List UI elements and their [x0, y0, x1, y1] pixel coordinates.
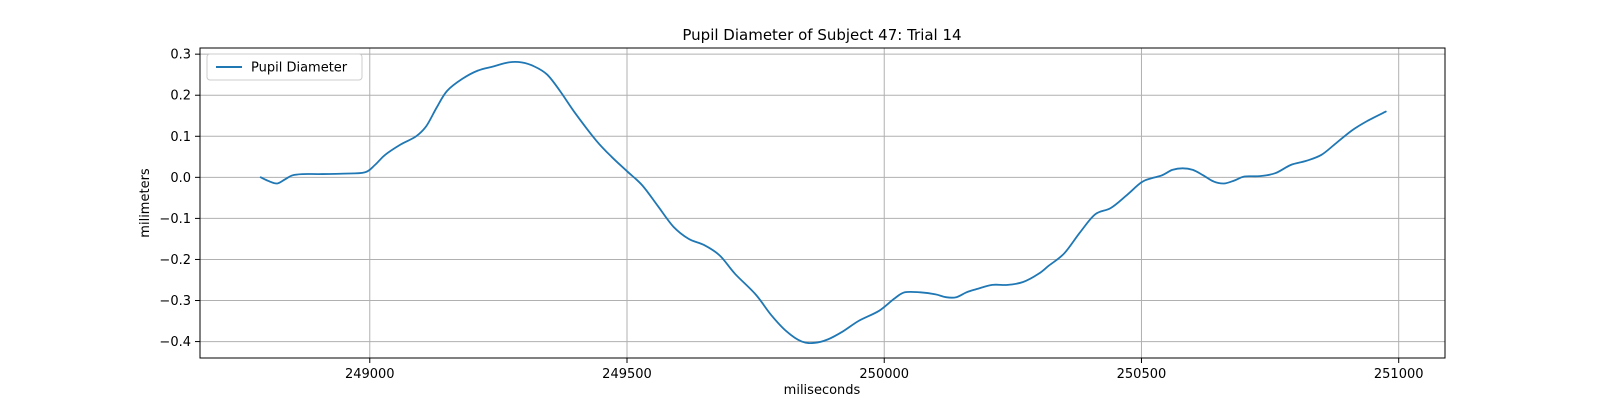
y-tick-label: 0.1	[170, 130, 191, 145]
x-tick-label: 250500	[1117, 367, 1167, 382]
chart-title: Pupil Diameter of Subject 47: Trial 14	[682, 26, 961, 44]
x-tick-label: 251000	[1374, 367, 1424, 382]
y-tick-label: 0.3	[170, 48, 191, 63]
x-tick-label: 249000	[345, 367, 395, 382]
legend-entry-pupil-diameter: Pupil Diameter	[251, 61, 348, 76]
axis-ticks: 249000 249500 250000 250500 251000 0.3 0.2 0.1 0…	[159, 48, 1423, 382]
legend-box	[206, 53, 363, 81]
plot-frame	[199, 47, 1446, 359]
series-line-pupil-diameter	[259, 60, 1387, 344]
y-tick-label: −0.3	[159, 294, 191, 309]
x-tick-label: 249500	[602, 367, 652, 382]
x-axis-label: miliseconds	[784, 383, 861, 398]
y-tick-label: 0.2	[170, 89, 191, 104]
y-tick-label: −0.4	[159, 335, 191, 350]
y-tick-label: −0.1	[159, 212, 191, 227]
y-tick-label: −0.2	[159, 253, 191, 268]
grid-lines	[200, 48, 1445, 358]
y-tick-label: 0.0	[170, 171, 191, 186]
x-tick-label: 250000	[859, 367, 909, 382]
legend: Pupil Diameter	[206, 53, 363, 81]
y-axis-label: milimeters	[138, 168, 153, 238]
series-lines	[259, 60, 1387, 344]
